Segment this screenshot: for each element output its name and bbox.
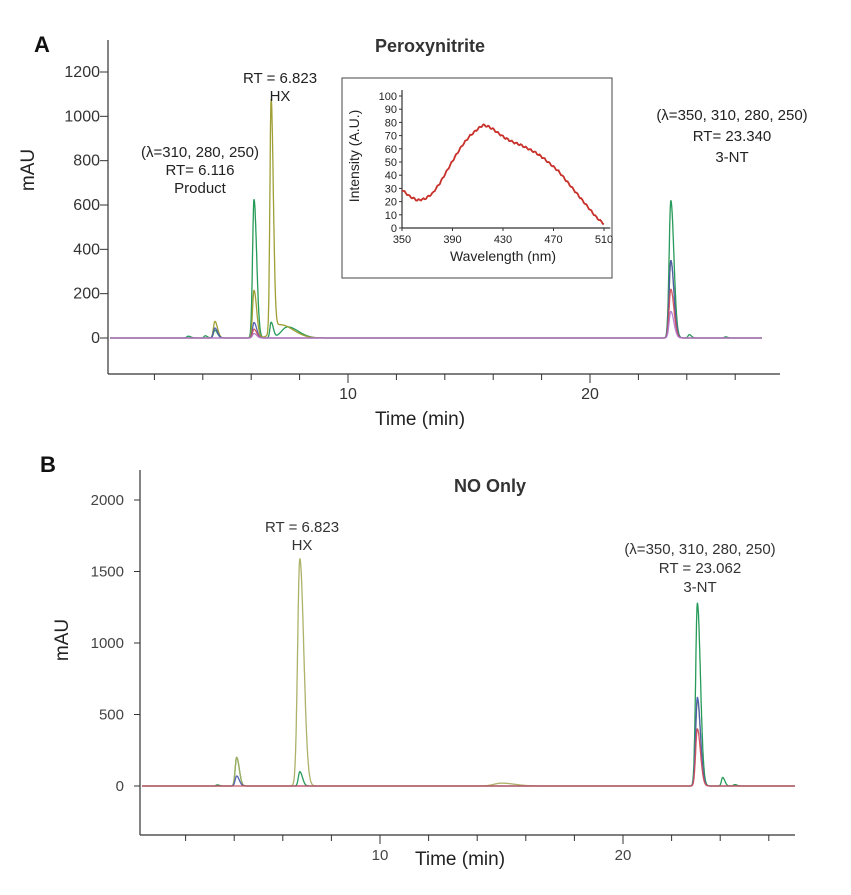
- x-tick-label: 20: [615, 847, 632, 864]
- annotation-line: HX: [292, 537, 313, 554]
- annotation-line: (λ=350, 310, 280, 250): [656, 107, 807, 124]
- inset-frame: [341, 77, 613, 279]
- x-tick-label: 20: [581, 386, 599, 403]
- inset-y-tick-label: 60: [385, 144, 397, 156]
- inset-x-tick-label: 390: [443, 234, 461, 246]
- y-axis-label: mAU: [52, 619, 73, 661]
- y-axis-label: mAU: [18, 149, 39, 191]
- y-tick-label: 1500: [91, 564, 124, 581]
- inset-x-tick-label: 430: [494, 234, 512, 246]
- y-tick-label: 0: [91, 330, 100, 347]
- peak-annotation: (λ=350, 310, 280, 250) RT= 23.340 3-NT: [656, 107, 807, 166]
- inset-y-tick-label: 0: [391, 223, 397, 235]
- inset-y-tick-label: 30: [385, 183, 397, 195]
- inset-y-tick-label: 10: [385, 210, 397, 222]
- inset-y-tick-label: 40: [385, 170, 397, 182]
- y-tick-label: 1200: [64, 64, 100, 81]
- inset-x-tick-label: 350: [393, 234, 411, 246]
- inset-x-tick-label: 470: [544, 234, 562, 246]
- panel-label: B: [40, 452, 56, 477]
- annotation-line: RT = 6.823: [243, 70, 317, 87]
- inset-y-tick-label: 70: [385, 131, 397, 143]
- annotation-line: HX: [270, 88, 291, 105]
- y-tick-label: 500: [99, 707, 124, 724]
- annotation-line: RT= 6.116: [165, 162, 234, 179]
- inset-y-tick-label: 80: [385, 117, 397, 129]
- inset-y-axis-label: Intensity (A.U.): [346, 110, 362, 203]
- chart-title: NO Only: [454, 476, 526, 496]
- annotation-line: (λ=310, 280, 250): [141, 144, 259, 161]
- annotation-line: 3-NT: [683, 579, 716, 596]
- inset-y-tick-label: 20: [385, 197, 397, 209]
- chart-title: Peroxynitrite: [375, 36, 485, 56]
- x-tick-label: 10: [339, 386, 357, 403]
- panel-label: A: [34, 32, 50, 57]
- series-trace-1: [141, 602, 796, 787]
- y-tick-label: 2000: [91, 492, 124, 509]
- peak-annotation: (λ=350, 310, 280, 250) RT = 23.062 3-NT: [624, 541, 775, 596]
- annotation-line: 3-NT: [715, 149, 748, 166]
- x-axis-label: Time (min): [375, 409, 465, 430]
- y-tick-label: 800: [73, 153, 100, 170]
- y-tick-label: 200: [73, 286, 100, 303]
- series-trace-5: [109, 310, 763, 339]
- inset-y-tick-label: 100: [379, 91, 397, 103]
- series-trace-4: [141, 728, 796, 787]
- inset-x-axis-label: Wavelength (nm): [450, 248, 556, 264]
- y-tick-label: 600: [73, 197, 100, 214]
- inset-y-tick-label: 90: [385, 104, 397, 116]
- inset-y-tick-label: 50: [385, 157, 397, 169]
- inset-spectrum-line: [401, 123, 605, 225]
- annotation-line: RT= 23.340: [693, 128, 772, 145]
- annotation-line: RT = 23.062: [659, 560, 741, 577]
- annotation-line: (λ=350, 310, 280, 250): [624, 541, 775, 558]
- y-tick-label: 0: [116, 778, 124, 795]
- y-tick-label: 1000: [91, 635, 124, 652]
- annotation-line: Product: [174, 180, 227, 197]
- inset-x-tick-label: 510: [595, 234, 613, 246]
- series-trace-4: [109, 288, 763, 339]
- x-axis-label: Time (min): [415, 849, 505, 870]
- y-tick-label: 1000: [64, 108, 100, 125]
- annotation-line: RT = 6.823: [265, 519, 339, 536]
- chart-panel-b: 0 500 1000 1500 2000 10 20 Time (min) mAU NO Only…: [40, 452, 796, 870]
- x-tick-label: 10: [372, 847, 389, 864]
- y-tick-label: 400: [73, 241, 100, 258]
